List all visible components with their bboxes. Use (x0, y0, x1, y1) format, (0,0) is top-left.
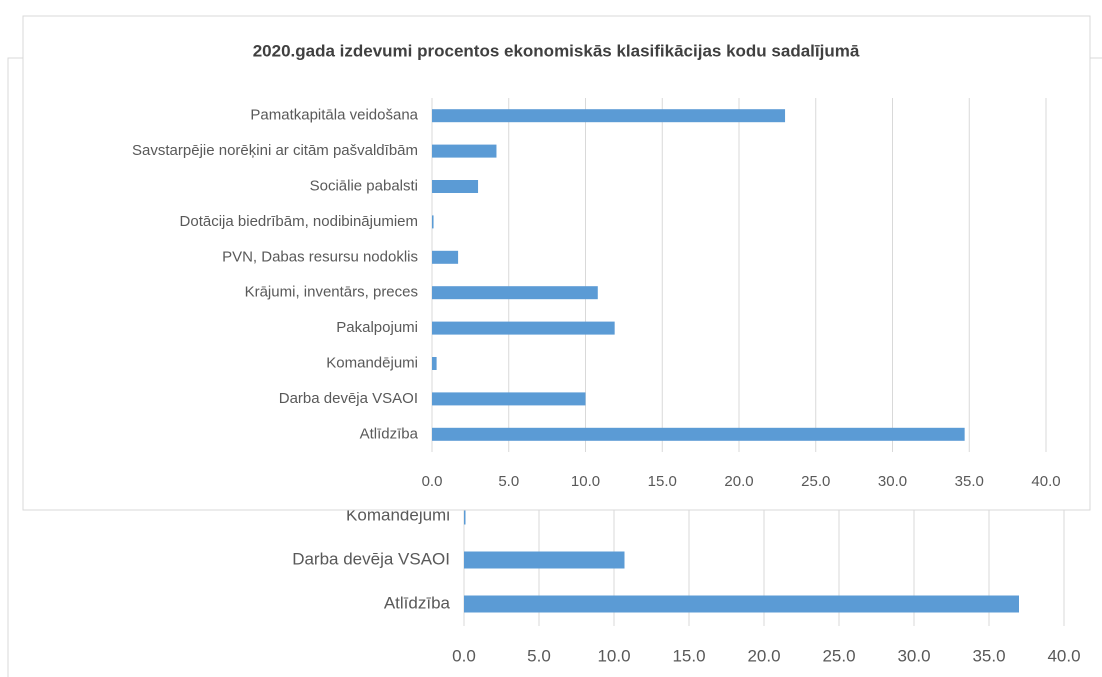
bar (432, 250, 459, 264)
x-tick-label: 25.0 (801, 473, 830, 490)
bar (432, 427, 965, 441)
chart-title: 2020.gada izdevumi procentos ekonomiskās… (253, 41, 860, 60)
bar (432, 144, 497, 158)
y-tick-label: Savstarpējie norēķini ar citām pašvaldīb… (132, 142, 418, 159)
bar (432, 109, 786, 123)
x-tick-label: 25.0 (822, 646, 855, 665)
x-tick-label: 20.0 (724, 473, 753, 490)
x-tick-label: 30.0 (897, 646, 930, 665)
x-tick-label: 40.0 (1031, 473, 1060, 490)
x-tick-label: 0.0 (422, 473, 443, 490)
bar (432, 286, 598, 300)
y-tick-label: Atlīdzība (384, 593, 451, 612)
x-tick-label: 10.0 (571, 473, 600, 490)
y-tick-label: Pakalpojumi (336, 319, 418, 336)
x-tick-label: 5.0 (498, 473, 519, 490)
x-tick-label: 15.0 (672, 646, 705, 665)
x-tick-label: 30.0 (878, 473, 907, 490)
bar (432, 392, 586, 406)
y-tick-label: Komandējumi (326, 354, 418, 371)
x-tick-label: 5.0 (527, 646, 551, 665)
y-tick-label: Dotācija biedrībām, nodibinājumiem (180, 213, 418, 230)
x-tick-label: 15.0 (648, 473, 677, 490)
bar (432, 357, 437, 370)
y-tick-label: Darba devēja VSAOI (292, 549, 450, 568)
bar (464, 507, 466, 525)
bar (432, 321, 615, 335)
bar (432, 180, 479, 193)
bar (464, 551, 625, 569)
x-tick-label: 0.0 (452, 646, 476, 665)
y-tick-label: Sociālie pabalsti (310, 177, 418, 194)
x-tick-label: 35.0 (955, 473, 984, 490)
y-tick-label: Darba devēja VSAOI (279, 390, 418, 407)
y-tick-label: Atlīdzība (360, 425, 419, 442)
x-tick-label: 10.0 (597, 646, 630, 665)
front-chart: 2020.gada izdevumi procentos ekonomiskās… (22, 15, 1091, 511)
front-chart-frame (22, 15, 1091, 511)
x-tick-label: 35.0 (972, 646, 1005, 665)
bar (432, 215, 434, 229)
bar (464, 595, 1019, 613)
y-tick-label: Krājumi, inventārs, preces (245, 284, 418, 301)
y-tick-label: PVN, Dabas resursu nodoklis (222, 248, 418, 265)
x-tick-label: 20.0 (747, 646, 780, 665)
x-tick-label: 40.0 (1047, 646, 1080, 665)
y-tick-label: Pamatkapitāla veidošana (250, 107, 418, 124)
